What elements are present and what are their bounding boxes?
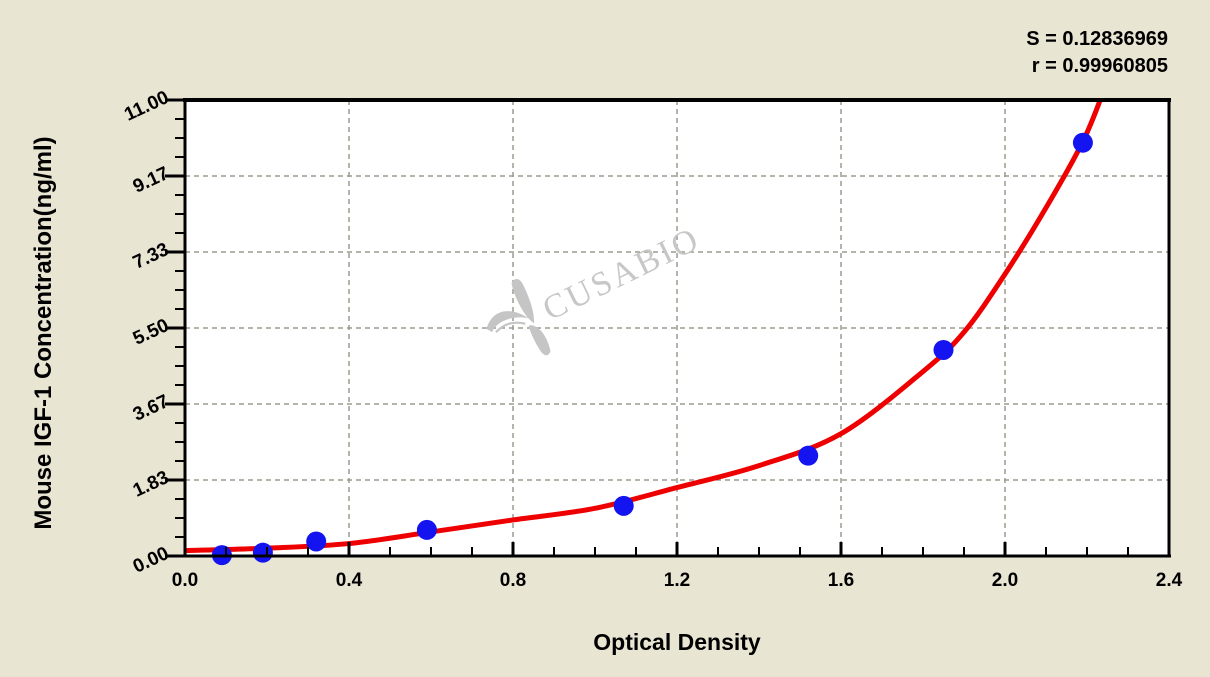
y-axis-title: Mouse IGF-1 Concentration(ng/ml) <box>30 136 57 530</box>
x-axis-title: Optical Density <box>593 629 761 655</box>
x-tick-label: 0.8 <box>499 570 527 591</box>
x-tick-label: 0.0 <box>171 570 199 591</box>
fit-statistics: S = 0.12836969 r = 0.99960805 <box>1026 26 1168 80</box>
x-tick-label: 1.2 <box>663 570 691 591</box>
stat-s-value: S = 0.12836969 <box>1026 28 1168 50</box>
x-tick-label: 2.0 <box>991 570 1019 591</box>
x-tick-label: 1.6 <box>827 570 855 591</box>
x-tick-label: 0.4 <box>335 570 363 591</box>
stat-r-value: r = 0.99960805 <box>1031 55 1168 77</box>
x-tick-label: 2.4 <box>1155 570 1183 591</box>
